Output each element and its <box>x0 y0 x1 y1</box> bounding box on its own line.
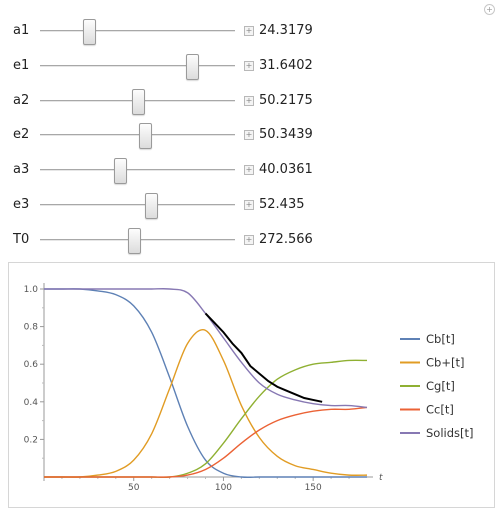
overlay-data-line <box>204 312 323 403</box>
slider-thumb[interactable] <box>127 228 141 254</box>
slider-row-e1: e1 +31.6402 <box>0 54 501 80</box>
slider-thumb[interactable] <box>113 158 127 184</box>
slider-value: 50.2175 <box>259 93 313 108</box>
series-line-cbt <box>43 288 367 478</box>
slider-thumb[interactable] <box>139 123 153 149</box>
slider-row-T0: T0 +272.566 <box>0 228 501 254</box>
x-tick-label: 150 <box>305 483 322 493</box>
x-tick-label: 50 <box>128 483 140 493</box>
x-tick-label: 100 <box>215 483 232 493</box>
slider-track[interactable] <box>40 134 235 136</box>
x-axis-label: t <box>379 473 383 483</box>
slider-label: e1 <box>13 58 30 73</box>
slider-track[interactable] <box>40 204 235 206</box>
legend-label: Cg[t] <box>426 379 455 393</box>
expand-plus-icon[interactable]: + <box>244 235 254 245</box>
plot-panel: 50 100 150 0.2 0.4 0.6 0.8 1.0 t Cb[t] Cb+[t] Cg[t]… <box>8 262 495 508</box>
slider-thumb[interactable] <box>186 54 200 80</box>
series-line-solidst <box>43 288 368 409</box>
legend-label: Cb[t] <box>426 332 455 346</box>
slider-row-a3: a3 +40.0361 <box>0 158 501 184</box>
y-tick-label: 0.4 <box>24 398 39 408</box>
plus-circle-icon[interactable]: + <box>484 4 495 15</box>
series-line-cbt <box>44 329 368 478</box>
slider-track[interactable] <box>40 65 235 67</box>
slider-value: 52.435 <box>259 197 305 212</box>
expand-plus-icon[interactable]: + <box>244 165 254 175</box>
slider-label: T0 <box>13 232 30 247</box>
series-line-cct <box>44 406 368 478</box>
slider-label: a3 <box>13 162 30 177</box>
slider-value: 24.3179 <box>259 23 313 38</box>
y-tick-label: 0.2 <box>24 435 38 445</box>
slider-label: a2 <box>13 93 30 108</box>
expand-plus-icon[interactable]: + <box>244 26 254 36</box>
slider-row-e2: e2 +50.3439 <box>0 123 501 149</box>
expand-plus-icon[interactable]: + <box>244 96 254 106</box>
slider-value: 40.0361 <box>259 162 313 177</box>
slider-row-a1: a1 +24.3179 <box>0 19 501 45</box>
slider-value: 272.566 <box>259 232 313 247</box>
slider-track[interactable] <box>40 30 235 32</box>
y-tick-label: 0.8 <box>24 323 39 333</box>
legend-label: Solids[t] <box>426 426 474 440</box>
y-tick-label: 1.0 <box>24 285 39 295</box>
slider-thumb[interactable] <box>131 89 145 115</box>
slider-label: e3 <box>13 197 30 212</box>
legend-label: Cc[t] <box>426 403 454 417</box>
y-tick-label: 0.6 <box>24 360 39 370</box>
slider-thumb[interactable] <box>82 19 96 45</box>
slider-row-e3: e3 +52.435 <box>0 193 501 219</box>
expand-plus-icon[interactable]: + <box>244 61 254 71</box>
slider-value: 31.6402 <box>259 58 313 73</box>
legend-label: Cb+[t] <box>426 356 464 370</box>
line-chart: 50 100 150 0.2 0.4 0.6 0.8 1.0 t Cb[t] Cb+[t] Cg[t]… <box>24 283 474 493</box>
slider-label: a1 <box>13 23 30 38</box>
expand-plus-icon[interactable]: + <box>244 130 254 140</box>
slider-label: e2 <box>13 127 30 142</box>
slider-value: 50.3439 <box>259 127 313 142</box>
slider-track[interactable] <box>40 169 235 171</box>
slider-row-a2: a2 +50.2175 <box>0 89 501 115</box>
slider-thumb[interactable] <box>145 193 159 219</box>
expand-plus-icon[interactable]: + <box>244 200 254 210</box>
